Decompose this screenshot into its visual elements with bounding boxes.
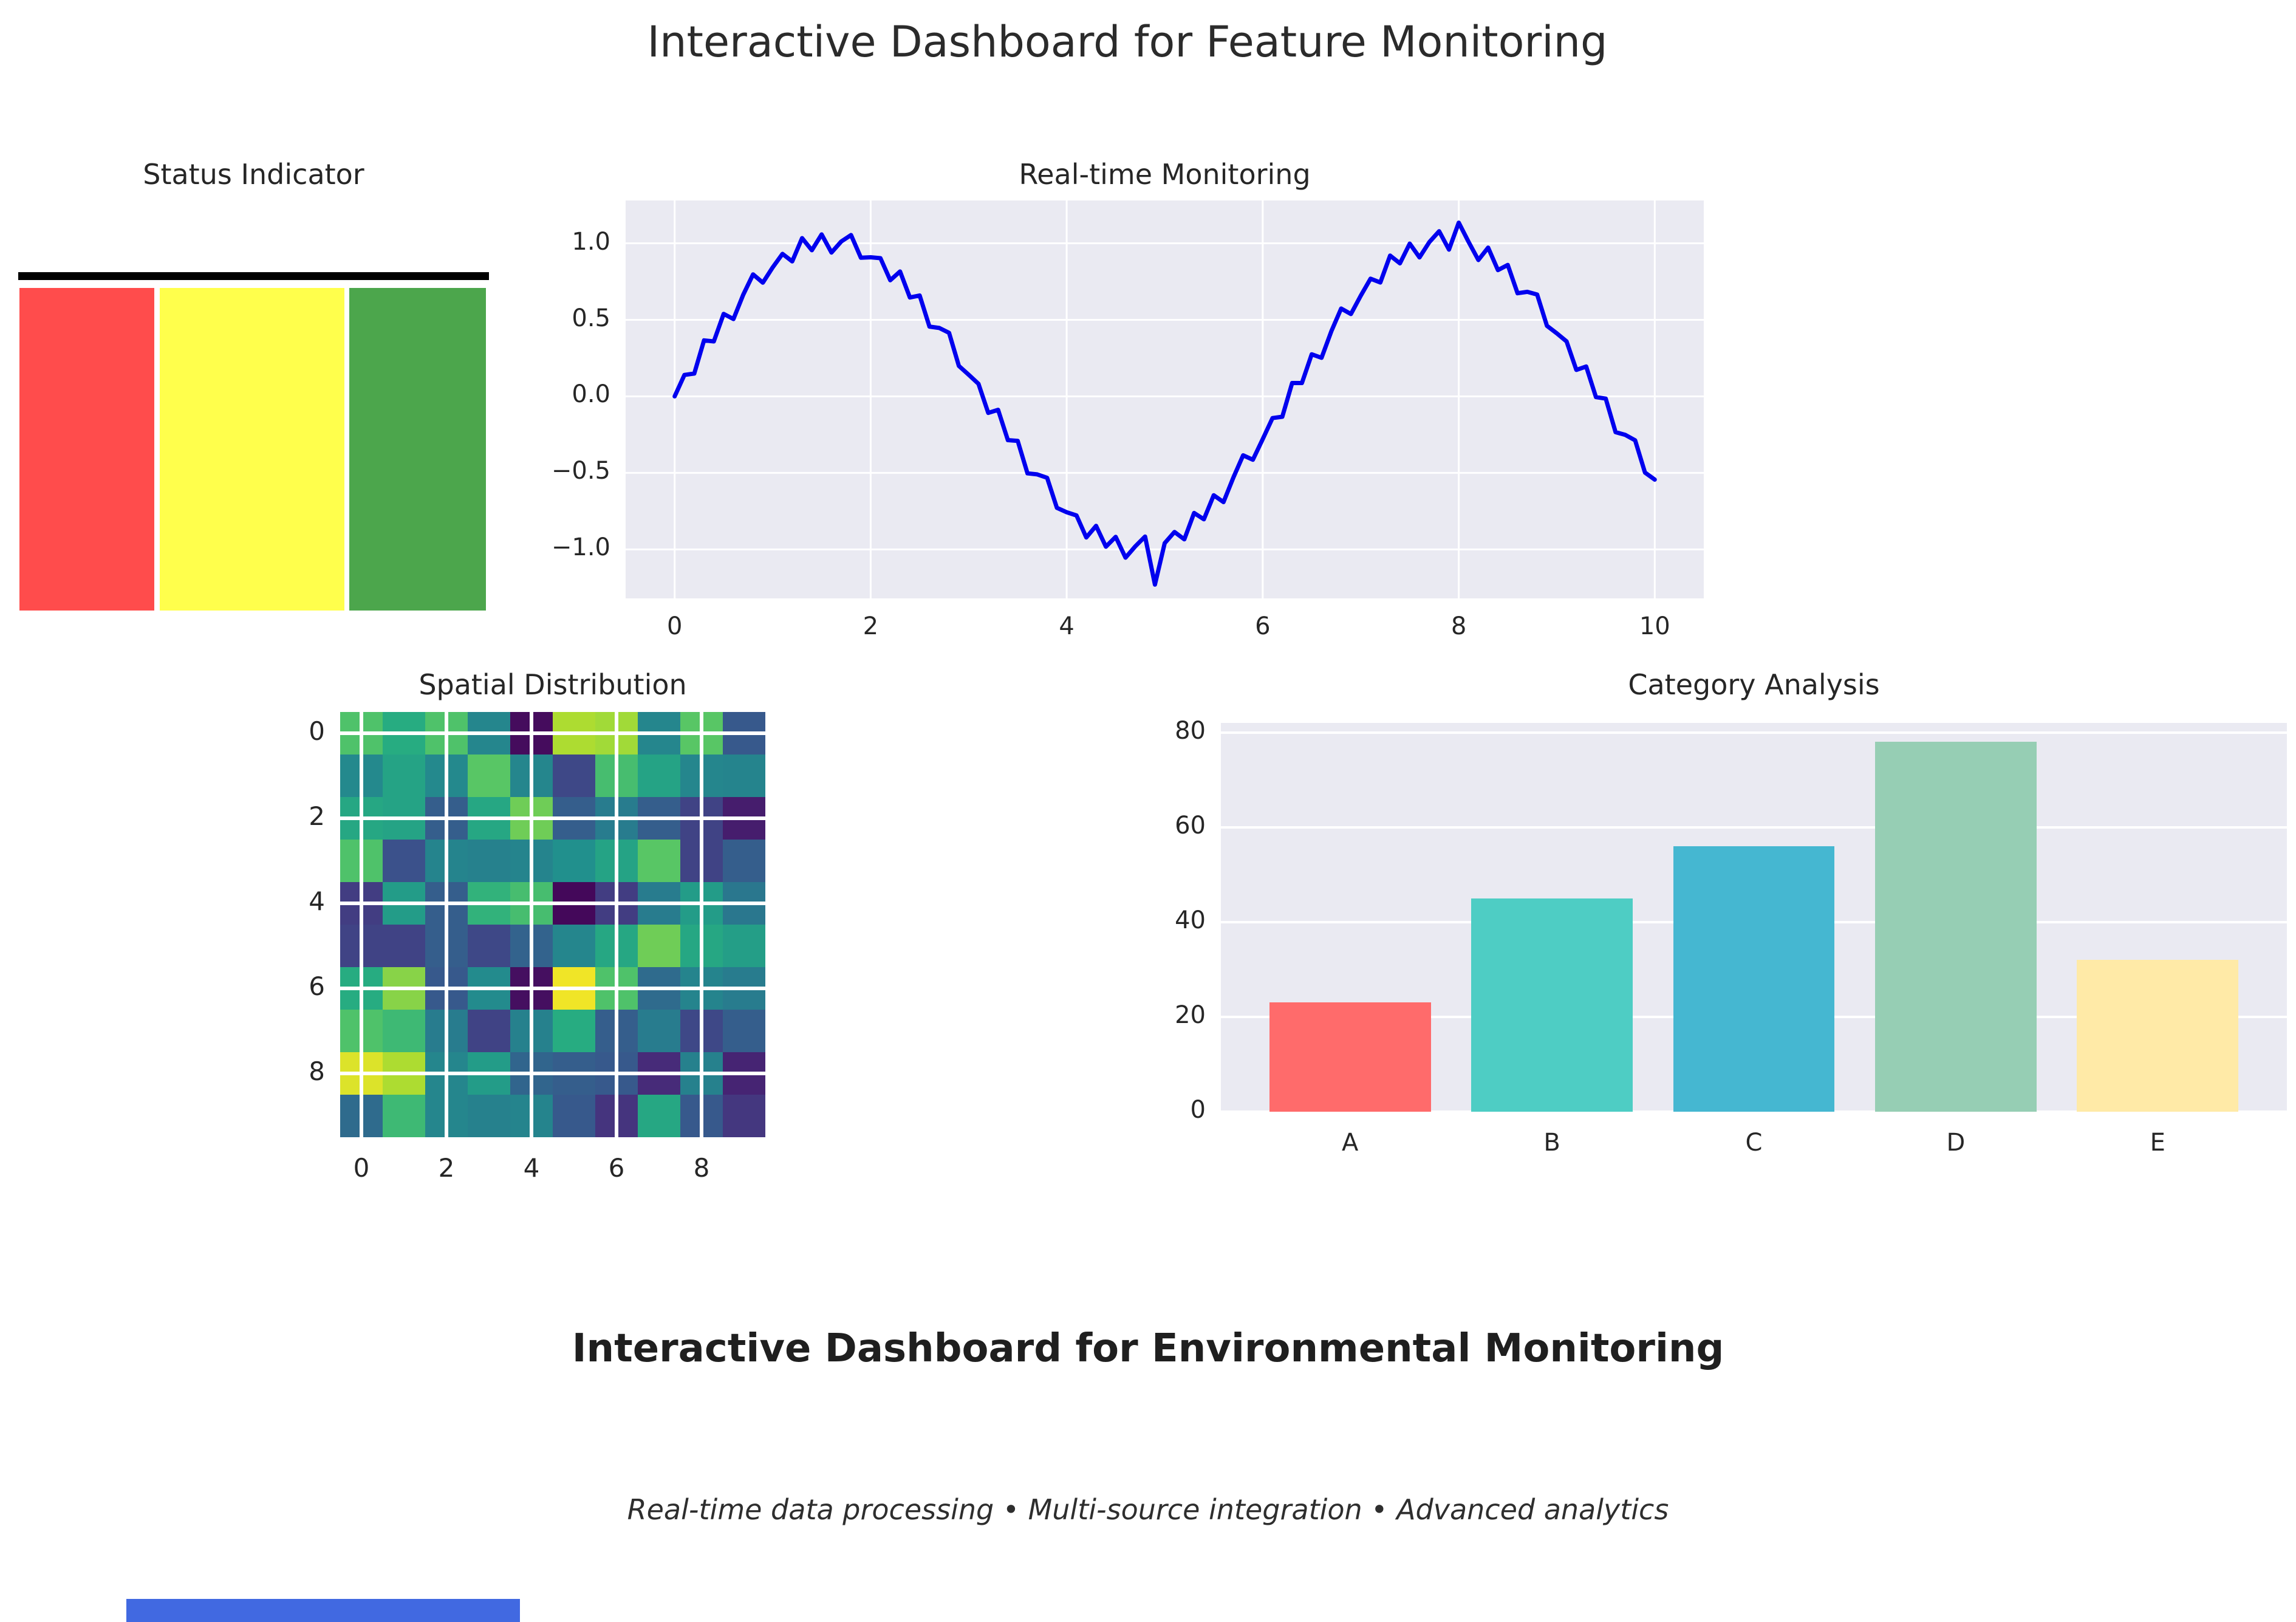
bar-A [1269,1002,1431,1112]
plot-background [626,200,1704,598]
x-tick-label: 2 [438,1153,455,1183]
gridline [445,712,448,1137]
heatmap-cell [383,1095,425,1137]
heatmap-cell [638,755,680,797]
heatmap-cell [383,755,425,797]
gridline [1221,731,2287,734]
heatmap-cell [468,1010,510,1052]
status-top-line [18,272,489,280]
heatmap-cell [468,755,510,797]
x-tick-label: B [1543,1129,1560,1157]
gridline [340,987,765,990]
heatmap-cell [468,925,510,967]
bar-C [1673,846,1835,1112]
heatmap-cell [723,1095,765,1137]
heatmap-cell [723,1010,765,1052]
footer-title: Interactive Dashboard for Environmental … [572,1326,1724,1371]
realtime-svg [626,200,1704,598]
x-tick-label: 4 [523,1153,540,1183]
bar-D [1874,742,2037,1112]
x-tick-label: A [1342,1129,1359,1157]
heatmap-cell [553,1010,595,1052]
spatial-panel-title: Spatial Distribution [419,668,687,701]
y-tick-label: 4 [309,886,325,916]
gridline [360,712,363,1137]
category-panel-title: Category Analysis [1628,668,1880,701]
x-tick-label: 0 [666,612,683,640]
x-tick-label: 2 [863,612,879,640]
x-tick-label: D [1946,1129,1966,1157]
y-tick-label: 6 [309,971,325,1001]
status-panel-title: Status Indicator [143,158,364,191]
status-indicator-chart [18,272,489,611]
x-tick-label: 8 [693,1153,710,1183]
y-tick-label: 2 [309,801,325,831]
y-tick-label: 80 [1175,716,1206,745]
status-bar-red [19,288,154,611]
category-bar-chart [1221,723,2287,1113]
y-tick-label: 0 [1190,1096,1206,1124]
x-tick-label: 6 [608,1153,625,1183]
bottom-left-blue-bar [126,1599,520,1622]
heatmap-cell [468,840,510,882]
page-title: Interactive Dashboard for Feature Monito… [647,17,1608,67]
y-tick-label: 40 [1175,906,1206,934]
gridline [1221,826,2287,829]
y-tick-label: −1.0 [551,533,610,562]
gridline [530,712,533,1137]
realtime-line-chart [626,200,1704,598]
heatmap-cell [638,1010,680,1052]
x-tick-label: C [1745,1129,1763,1157]
heatmap-cell [468,1095,510,1137]
y-tick-label: 0 [309,716,325,746]
x-tick-label: 0 [353,1153,370,1183]
x-tick-label: 8 [1450,612,1467,640]
gridline [1221,1110,2287,1113]
heatmap-cell [383,840,425,882]
heatmap-cell [723,840,765,882]
gridline [340,1072,765,1075]
heatmap-cell [723,925,765,967]
x-tick-label: 10 [1639,612,1670,640]
x-tick-label: 4 [1059,612,1075,640]
heatmap-cell [723,755,765,797]
y-tick-label: −0.5 [551,457,610,485]
heatmap-cell [638,840,680,882]
heatmap-cell [383,1010,425,1052]
footer-subtitle: Real-time data processing • Multi-source… [627,1493,1669,1526]
heatmap-cell [553,840,595,882]
realtime-panel-title: Real-time Monitoring [1019,158,1311,191]
bar-B [1471,898,1633,1112]
gridline [340,731,765,735]
status-bar-yellow [160,288,344,611]
y-tick-label: 20 [1175,1001,1206,1029]
gridline [340,816,765,820]
y-tick-label: 1.0 [572,227,610,256]
y-tick-label: 0.0 [572,380,610,409]
bar-E [2077,960,2239,1112]
gridline [340,902,765,905]
heatmap-cell [553,755,595,797]
spatial-heatmap [340,712,765,1137]
y-tick-label: 8 [309,1056,325,1086]
heatmap-cell [638,925,680,967]
signal-line [672,221,1657,587]
y-tick-label: 60 [1175,811,1206,840]
gridline [615,712,618,1137]
gridline [700,712,703,1137]
x-tick-label: 6 [1255,612,1271,640]
heatmap-cell [383,925,425,967]
status-bar-green [349,288,486,611]
heatmap-cell [553,1095,595,1137]
heatmap-cell [638,1095,680,1137]
x-tick-label: E [2150,1129,2165,1157]
heatmap-cell [553,925,595,967]
y-tick-label: 0.5 [572,304,610,332]
